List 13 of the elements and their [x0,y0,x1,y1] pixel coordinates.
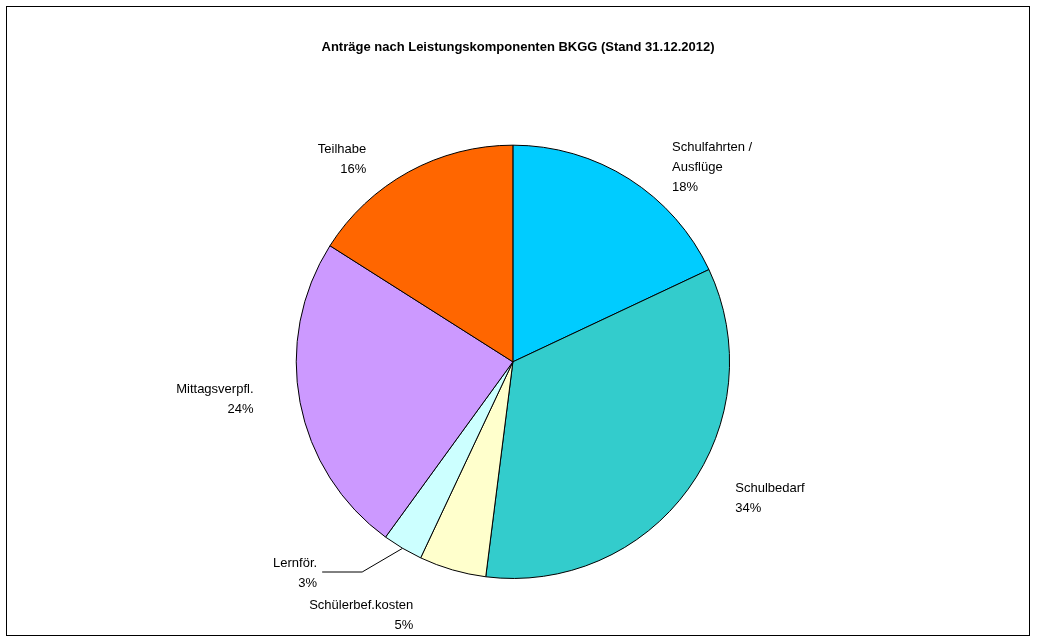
chart-title: Anträge nach Leistungskomponenten BKGG (Stand 31.12.2012) [321,39,715,54]
slice-label: Teilhabe [317,141,367,157]
slice-label: Schülerbef.kosten [309,596,414,612]
data-label: 5% [394,616,414,632]
data-label: 34% [735,500,762,516]
slice-label: Mittagsverpfl. [176,381,254,397]
slice-label: Schulbedarf [735,480,806,496]
slice-label: Lernför. [273,554,318,570]
data-label: 18% [672,178,699,194]
slice-label: Schulfahrten / Ausflüge [672,138,756,174]
data-label: 3% [298,574,318,590]
data-label: 16% [340,161,367,177]
data-label: 24% [227,401,254,417]
